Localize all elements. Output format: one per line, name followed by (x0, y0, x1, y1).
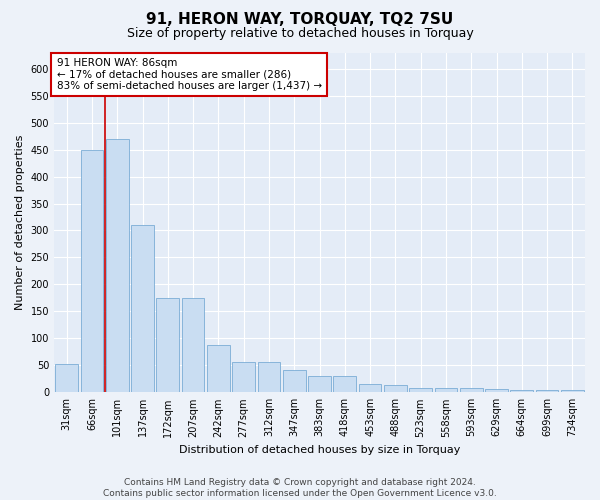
Bar (182, 298, 205, 392)
Bar (511, 390, 533, 392)
Bar (131, 224, 154, 392)
Bar (232, 362, 255, 392)
Bar (308, 376, 331, 392)
Bar (536, 390, 559, 392)
Y-axis label: Number of detached properties: Number of detached properties (15, 134, 25, 310)
Bar (334, 376, 356, 392)
Bar (434, 388, 457, 392)
Text: 91, HERON WAY, TORQUAY, TQ2 7SU: 91, HERON WAY, TORQUAY, TQ2 7SU (146, 12, 454, 28)
Bar (359, 384, 382, 392)
Bar (561, 390, 584, 392)
X-axis label: Distribution of detached houses by size in Torquay: Distribution of detached houses by size … (179, 445, 460, 455)
Text: 91 HERON WAY: 86sqm
← 17% of detached houses are smaller (286)
83% of semi-detac: 91 HERON WAY: 86sqm ← 17% of detached ho… (56, 58, 322, 91)
Bar (157, 298, 179, 392)
Bar (283, 370, 305, 392)
Bar (460, 388, 482, 392)
Text: Size of property relative to detached houses in Torquay: Size of property relative to detached ho… (127, 28, 473, 40)
Bar (257, 362, 280, 392)
Bar (55, 364, 78, 392)
Text: Contains HM Land Registry data © Crown copyright and database right 2024.
Contai: Contains HM Land Registry data © Crown c… (103, 478, 497, 498)
Bar (384, 386, 407, 392)
Bar (485, 388, 508, 392)
Bar (80, 150, 103, 392)
Bar (207, 345, 230, 393)
Bar (106, 139, 128, 392)
Bar (409, 388, 432, 392)
